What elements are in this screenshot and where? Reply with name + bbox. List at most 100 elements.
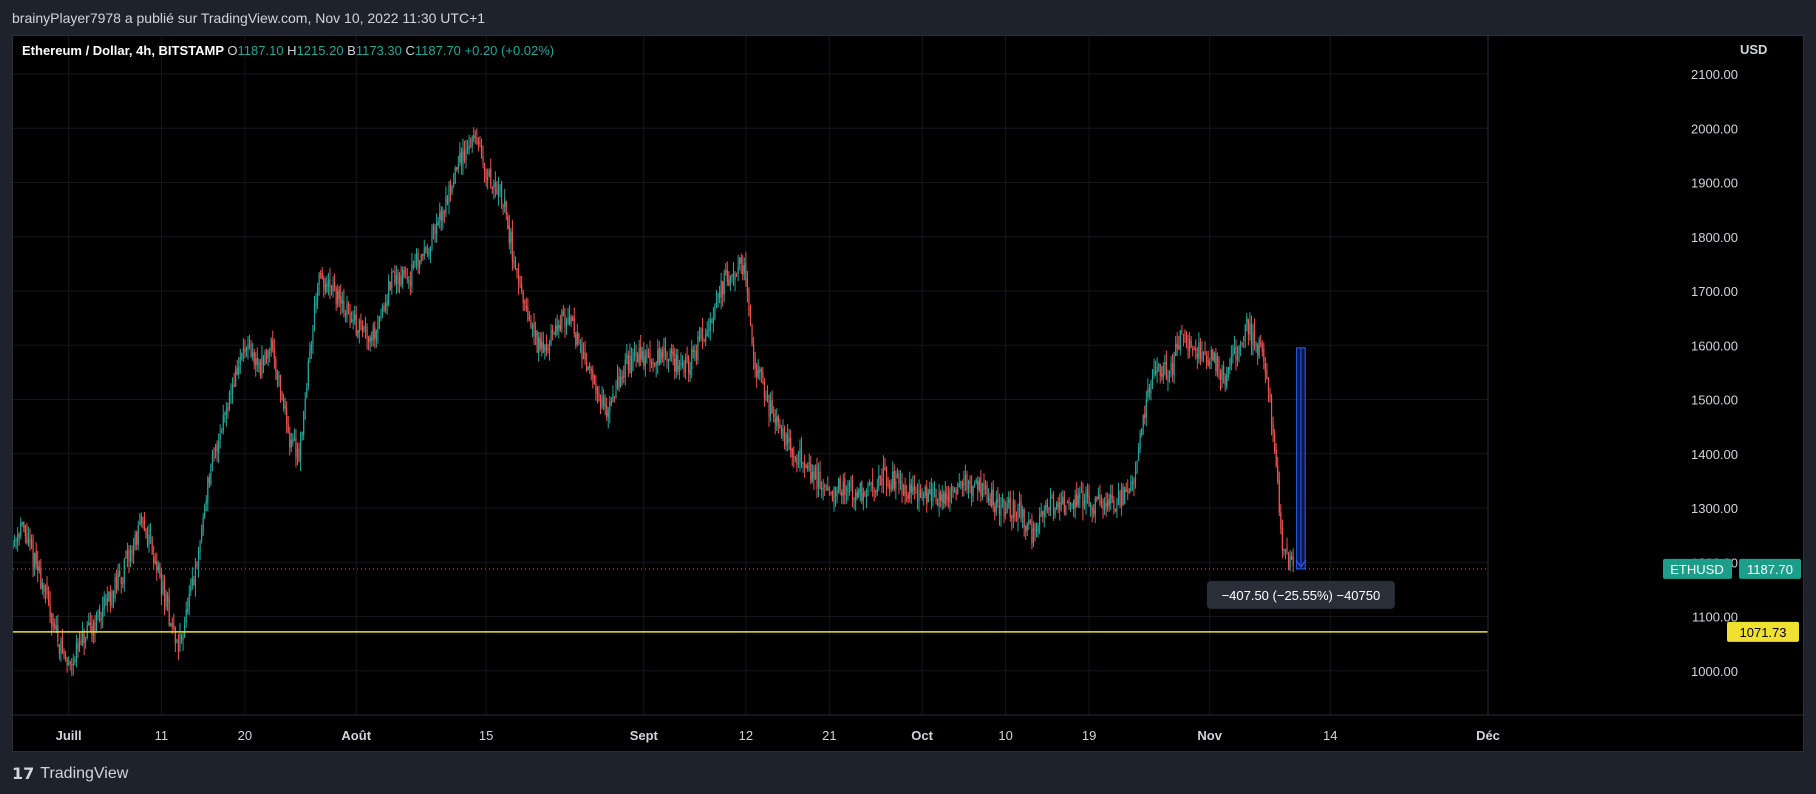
candle-body: [480, 144, 483, 155]
candle-body: [913, 485, 915, 490]
support-price-box: [1727, 621, 1799, 642]
candle-body: [228, 392, 231, 409]
candle-body: [882, 465, 885, 485]
candle-body: [1017, 507, 1019, 520]
candle-body: [1093, 510, 1095, 514]
candle-body: [511, 230, 513, 262]
candle-body: [1003, 498, 1005, 517]
candle-body: [613, 395, 616, 397]
candle-body: [1161, 374, 1163, 377]
candle-body: [1198, 341, 1200, 359]
candle-body: [819, 472, 821, 490]
candle-body: [941, 494, 943, 502]
candle-body: [207, 477, 209, 503]
candle-body: [417, 253, 419, 267]
candle-body: [153, 556, 155, 562]
candle-body: [688, 357, 690, 373]
candle-body: [551, 329, 554, 333]
candle-body: [1074, 495, 1076, 508]
candle-body: [170, 623, 172, 626]
candle-body: [1235, 345, 1237, 360]
candle-body: [470, 146, 472, 148]
candle-body: [748, 291, 750, 316]
candle-body: [627, 355, 629, 371]
candle-body: [610, 400, 612, 405]
candle-body: [352, 319, 354, 322]
candle-body: [279, 374, 282, 393]
candle-body: [590, 368, 592, 371]
candle-body: [587, 366, 589, 371]
candle-body: [596, 387, 599, 395]
candle-body: [1012, 499, 1014, 518]
candle-body: [817, 471, 820, 489]
candle-body: [290, 440, 292, 448]
candle-body: [692, 349, 694, 353]
candle-body: [244, 347, 246, 353]
candle-body: [412, 264, 415, 268]
publish-bar: brainyPlayer7978 a publié sur TradingVie…: [0, 0, 1816, 36]
measure-tooltip: [1206, 580, 1395, 609]
candle-body: [629, 355, 631, 373]
candle-body: [978, 480, 980, 490]
candle-body: [449, 182, 452, 194]
candle-body: [718, 291, 721, 298]
candle-body: [839, 478, 841, 490]
candle-body: [661, 351, 663, 359]
candle-body: [935, 489, 937, 503]
x-tick-label: Nov: [1197, 728, 1222, 743]
candle-body: [640, 346, 642, 361]
candle-body: [1097, 494, 1099, 500]
candle-body: [202, 517, 204, 532]
candle-body: [921, 497, 923, 499]
candle-body: [1243, 337, 1245, 342]
x-tick-label: 14: [1323, 728, 1337, 743]
footer-bar: 17 TradingView: [0, 752, 1816, 794]
candle-body: [485, 171, 487, 180]
candle-body: [1136, 461, 1138, 473]
candle-body: [309, 349, 311, 360]
candle-body: [457, 165, 459, 170]
candle-body: [916, 493, 919, 500]
candle-body: [1230, 355, 1232, 366]
candle-body: [337, 291, 339, 305]
candle-body: [267, 350, 269, 358]
candle-body: [1266, 369, 1268, 380]
candle-body: [624, 359, 626, 377]
candle-body: [227, 407, 229, 412]
currency-label: USD: [1740, 42, 1767, 57]
candle-body: [140, 515, 142, 525]
candle-body: [791, 448, 793, 457]
candle-body: [199, 543, 201, 551]
candle-body: [531, 324, 534, 329]
candle-body: [231, 385, 234, 394]
candle-body: [536, 331, 538, 353]
candle-body: [216, 443, 218, 452]
candle-body: [720, 280, 722, 298]
candle-body: [374, 327, 376, 339]
candle-body: [1249, 322, 1251, 334]
candle-body: [1229, 367, 1231, 369]
candle-body: [783, 429, 786, 445]
candle-body: [1073, 500, 1075, 510]
candle-body: [524, 300, 526, 304]
candle-body: [799, 448, 801, 463]
candle-body: [689, 370, 691, 375]
candle-body: [1151, 376, 1154, 385]
candle-body: [187, 608, 189, 612]
candle-body: [508, 225, 510, 244]
candle-body: [824, 486, 826, 488]
candle-body: [1142, 415, 1144, 428]
candle-body: [156, 561, 158, 572]
candle-body: [1020, 500, 1022, 520]
candle-body: [726, 270, 728, 282]
candle-body: [482, 155, 484, 163]
candle-body: [1026, 523, 1028, 531]
candle-body: [51, 614, 53, 625]
candle-body: [245, 348, 248, 353]
candle-body: [176, 640, 178, 642]
candle-body: [1128, 491, 1130, 494]
candle-body: [46, 582, 48, 595]
tradingview-logo[interactable]: 17 TradingView: [12, 764, 128, 783]
candle-body: [1264, 363, 1266, 373]
